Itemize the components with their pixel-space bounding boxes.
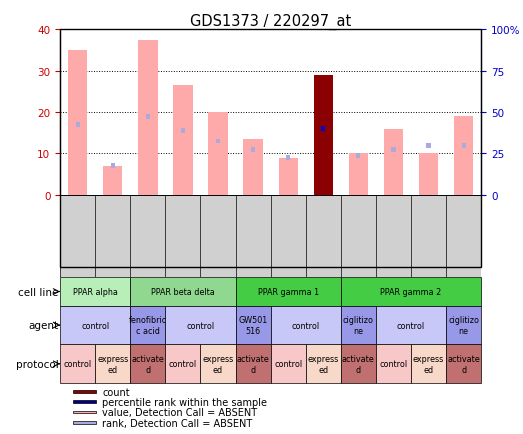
Text: control: control (186, 321, 214, 330)
Bar (271, 345, 306, 383)
Bar (279, 158, 298, 195)
Bar (235, 278, 341, 306)
Bar (235, 306, 271, 345)
Bar (165, 345, 200, 383)
Bar (60, 278, 130, 306)
Text: activate
d: activate d (342, 354, 375, 374)
Bar (60, 345, 95, 383)
Bar (95, 345, 130, 383)
Bar (454, 117, 473, 195)
Bar (130, 306, 165, 345)
Bar (73, 401, 96, 403)
Text: percentile rank within the sample: percentile rank within the sample (102, 397, 267, 407)
Bar (103, 166, 122, 195)
Text: ciglitizo
ne: ciglitizo ne (448, 316, 479, 335)
Text: GW501
516: GW501 516 (238, 316, 268, 335)
Bar (60, 306, 130, 345)
Text: activate
d: activate d (131, 354, 164, 374)
Bar (341, 278, 481, 306)
Text: express
ed: express ed (97, 354, 129, 374)
Text: fenofibric
c acid: fenofibric c acid (129, 316, 167, 335)
Bar (286, 156, 290, 161)
Text: control: control (274, 359, 302, 368)
Bar (165, 306, 235, 345)
Text: agent: agent (28, 320, 59, 330)
Text: control: control (169, 359, 197, 368)
Bar (461, 143, 465, 148)
Text: ciglitizo
ne: ciglitizo ne (343, 316, 374, 335)
Bar (216, 139, 220, 144)
Title: GDS1373 / 220297_at: GDS1373 / 220297_at (190, 14, 351, 30)
Bar (244, 140, 263, 195)
Bar (341, 345, 376, 383)
Bar (446, 306, 481, 345)
Bar (314, 76, 333, 195)
Bar (73, 421, 96, 424)
Text: control: control (81, 321, 109, 330)
Text: PPAR alpha: PPAR alpha (73, 287, 118, 296)
Bar (208, 113, 228, 195)
Bar (130, 278, 235, 306)
Text: rank, Detection Call = ABSENT: rank, Detection Call = ABSENT (102, 418, 253, 427)
Bar (138, 41, 157, 195)
Text: control: control (379, 359, 407, 368)
Bar (146, 115, 150, 119)
Bar (321, 127, 325, 132)
Bar (341, 306, 376, 345)
Text: activate
d: activate d (447, 354, 480, 374)
Text: express
ed: express ed (308, 354, 339, 374)
Text: PPAR gamma 1: PPAR gamma 1 (258, 287, 319, 296)
Text: count: count (102, 387, 130, 397)
Bar (111, 164, 115, 169)
Bar (251, 148, 255, 152)
Bar (446, 345, 481, 383)
Bar (271, 306, 341, 345)
Text: PPAR gamma 2: PPAR gamma 2 (380, 287, 441, 296)
Bar (173, 86, 192, 195)
Bar (411, 345, 446, 383)
Text: control: control (292, 321, 320, 330)
Bar (426, 143, 430, 148)
Bar (73, 411, 96, 413)
Text: control: control (397, 321, 425, 330)
Text: control: control (64, 359, 92, 368)
Bar (200, 345, 235, 383)
Bar (376, 345, 411, 383)
Text: cell line: cell line (18, 287, 59, 297)
Bar (68, 51, 87, 195)
Text: protocol: protocol (16, 359, 59, 369)
Bar (235, 345, 271, 383)
Bar (181, 129, 185, 134)
Bar (356, 154, 360, 158)
Bar (73, 390, 96, 393)
Text: value, Detection Call = ABSENT: value, Detection Call = ABSENT (102, 407, 257, 417)
Bar (376, 306, 446, 345)
Text: express
ed: express ed (413, 354, 444, 374)
Bar (419, 154, 438, 195)
Bar (391, 148, 395, 152)
Text: PPAR beta delta: PPAR beta delta (151, 287, 215, 296)
Bar (384, 129, 403, 195)
Bar (76, 123, 80, 128)
Bar (306, 345, 341, 383)
Text: express
ed: express ed (202, 354, 234, 374)
Text: activate
d: activate d (237, 354, 269, 374)
Bar (130, 345, 165, 383)
Bar (349, 154, 368, 195)
